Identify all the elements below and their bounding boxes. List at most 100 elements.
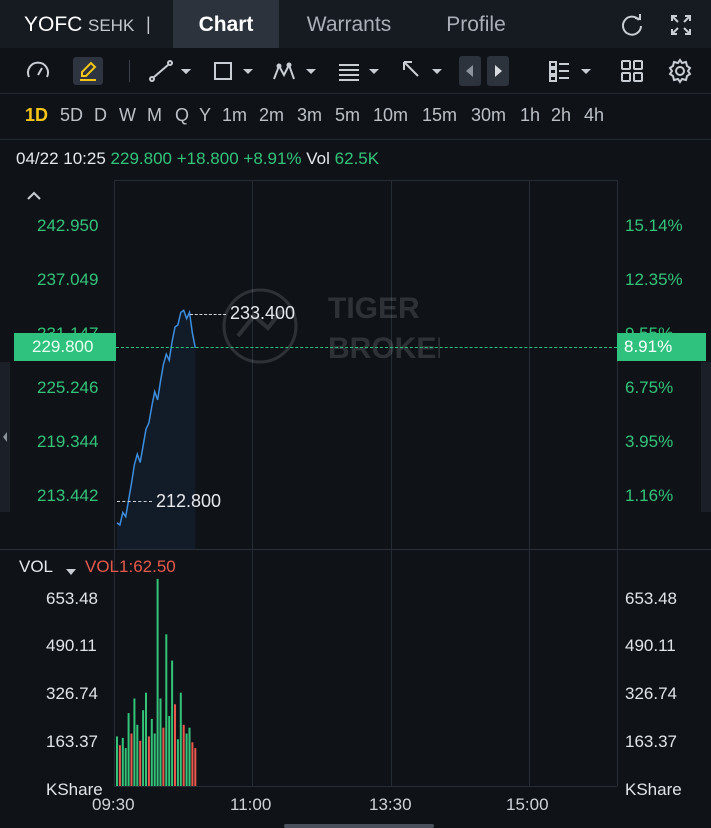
top-header: YOFC SEHK | Chart Warrants Profile: [0, 0, 711, 48]
quote-price: 229.800: [110, 149, 172, 168]
volume-bar: [179, 692, 182, 786]
rectangle-icon[interactable]: [211, 57, 257, 85]
volume-tick: 326.74: [625, 684, 677, 703]
quote-summary: 04/22 10:25 229.800 +18.800 +8.91% Vol 6…: [16, 149, 379, 169]
period-10m[interactable]: 10m: [373, 105, 409, 125]
period-q[interactable]: Q: [175, 105, 190, 125]
time-tick: 09:30: [92, 795, 135, 814]
volume-bar: [168, 716, 171, 786]
scroll-right-icon[interactable]: [487, 56, 509, 86]
settings-icon[interactable]: [667, 57, 693, 85]
grid-icon[interactable]: [619, 57, 645, 85]
volume-bar: [153, 733, 156, 786]
volume-bar: [133, 698, 136, 786]
price-tick: 242.950: [37, 216, 99, 235]
volume-bar: [159, 698, 162, 786]
period-5d[interactable]: 5D: [60, 105, 84, 125]
volume-indicator-value: VOL1:62.50: [85, 557, 176, 576]
drawing-toolbar: [0, 48, 711, 94]
volume-bar: [136, 724, 139, 787]
volume-tick: 653.48: [625, 589, 677, 608]
volume-bar: [145, 692, 147, 786]
volume-bar: [118, 745, 121, 786]
quote-change: +18.800: [176, 149, 239, 168]
header-separator: |: [146, 14, 151, 34]
price-tick: 237.049: [37, 270, 99, 289]
layout-list-icon[interactable]: [547, 57, 595, 85]
grid-line: [529, 180, 530, 786]
quote-vol-label: Vol: [306, 149, 330, 168]
tab-warrants[interactable]: Warrants: [306, 13, 392, 36]
period-5m[interactable]: 5m: [335, 105, 361, 125]
scroll-left-icon[interactable]: [459, 56, 481, 86]
volume-bar: [174, 704, 176, 786]
price-series-line: [116, 309, 197, 527]
volume-bar: [147, 736, 150, 786]
volume-bar: [124, 748, 127, 786]
volume-bar: [194, 748, 197, 786]
watermark-line-1: TIGER: [328, 292, 420, 325]
volume-bar: [176, 739, 179, 786]
grid-line: [114, 180, 115, 786]
volume-bar: [150, 718, 153, 786]
grid-line: [114, 180, 617, 181]
grid-line: [252, 180, 253, 786]
horizontal-scrollbar[interactable]: [284, 824, 434, 828]
left-panel-handle[interactable]: [0, 362, 10, 512]
time-tick: 11:00: [230, 795, 272, 814]
percent-tick: 3.95%: [625, 432, 674, 451]
volume-unit: KShare: [625, 780, 682, 799]
period-y[interactable]: Y: [199, 105, 212, 125]
volume-title[interactable]: VOL: [19, 557, 54, 576]
grid-line: [617, 180, 618, 786]
tab-profile[interactable]: Profile: [446, 13, 506, 36]
period-30m[interactable]: 30m: [471, 105, 507, 125]
volume-bar-chart[interactable]: [0, 550, 711, 790]
refresh-icon[interactable]: [619, 12, 645, 38]
period-m[interactable]: M: [147, 105, 162, 125]
percent-tick: 1.16%: [625, 486, 674, 505]
quote-change-pct: +8.91%: [243, 149, 302, 168]
volume-bar: [188, 727, 191, 786]
price-area-fill: [117, 310, 196, 549]
period-2m[interactable]: 2m: [259, 105, 285, 125]
period-15m[interactable]: 15m: [422, 105, 458, 125]
volume-tick: 326.74: [46, 684, 98, 703]
period-2h[interactable]: 2h: [551, 105, 572, 125]
toolbar-divider: [129, 60, 130, 82]
price-tick: 225.246: [37, 378, 99, 397]
fibonacci-icon[interactable]: [337, 57, 383, 85]
volume-bar: [127, 713, 130, 786]
pattern-icon[interactable]: [272, 57, 320, 85]
period-4h[interactable]: 4h: [584, 105, 605, 125]
volume-bar: [130, 733, 133, 786]
draw-pen-icon[interactable]: [73, 57, 103, 85]
period-w[interactable]: W: [119, 105, 136, 125]
volume-tick: 163.37: [625, 732, 677, 751]
indicator-gauge-icon[interactable]: [24, 57, 52, 85]
period-1h[interactable]: 1h: [520, 105, 541, 125]
percent-tick: 6.75%: [625, 378, 674, 397]
volume-tick: 490.11: [625, 636, 676, 655]
arrow-icon[interactable]: [400, 57, 446, 85]
time-tick: 15:00: [506, 795, 549, 814]
right-panel-handle[interactable]: [701, 362, 711, 512]
period-d[interactable]: D: [94, 105, 107, 125]
period-1d[interactable]: 1D: [25, 105, 49, 125]
exchange-label: SEHK: [88, 16, 135, 35]
expand-icon[interactable]: [668, 12, 694, 38]
volume-dropdown-icon[interactable]: [66, 563, 76, 575]
trend-line-icon[interactable]: [148, 57, 198, 85]
high-price-label: 233.400: [230, 303, 296, 323]
panel-divider: [0, 549, 711, 550]
tab-chart[interactable]: Chart: [173, 0, 279, 48]
current-price-tag: 229.800: [14, 333, 116, 361]
period-3m[interactable]: 3m: [297, 105, 323, 125]
high-marker-line: [190, 314, 226, 315]
low-marker-line: [117, 501, 152, 502]
quote-volume: 62.5K: [334, 149, 380, 168]
price-line-chart[interactable]: [0, 0, 711, 560]
volume-bar: [121, 737, 124, 786]
period-1m[interactable]: 1m: [222, 105, 248, 125]
collapse-chevron-icon[interactable]: [26, 188, 42, 200]
